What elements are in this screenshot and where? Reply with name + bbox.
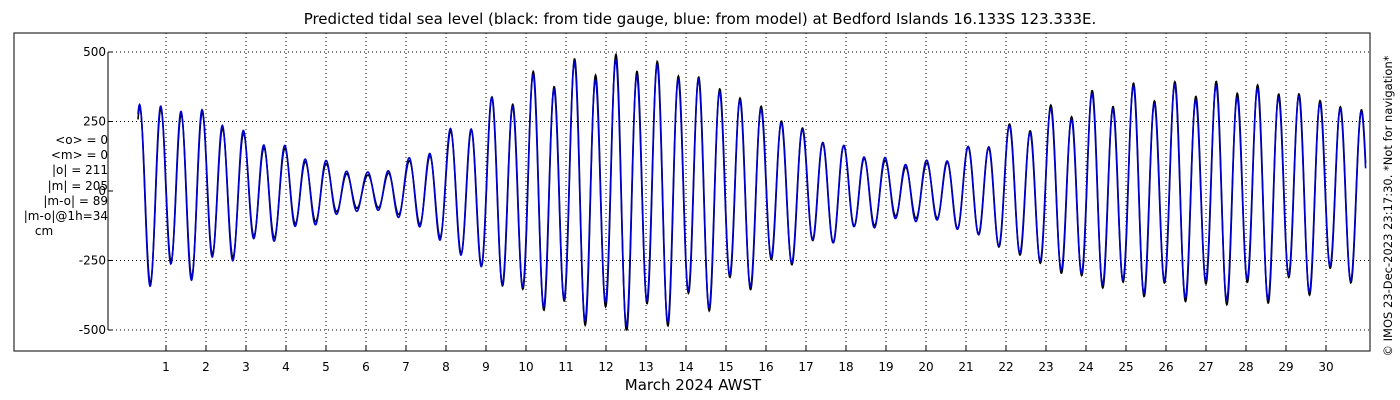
series-line-tide-gauge bbox=[137, 52, 1367, 331]
x-tick-label: 3 bbox=[242, 360, 250, 374]
x-tick-label: 12 bbox=[598, 360, 613, 374]
x-tick-label: 13 bbox=[638, 360, 653, 374]
x-tick-label: 25 bbox=[1118, 360, 1133, 374]
stat-abs-observed: |o| = 211 bbox=[51, 163, 108, 178]
plot-frame bbox=[13, 32, 1371, 352]
x-tick-label: 29 bbox=[1278, 360, 1293, 374]
x-axis-label: March 2024 AWST bbox=[625, 376, 762, 394]
x-axis: 1 2 3 4 5 6 7 8 9 10 11 12 13 14 15 16 17 18 19 20 21 22 23 24 2… bbox=[162, 346, 1334, 374]
x-tick-label: 26 bbox=[1158, 360, 1173, 374]
y-tick-label: -500 bbox=[79, 323, 106, 337]
y-axis: 500 250 0 -250 -500 bbox=[79, 45, 113, 337]
x-tick-label: 4 bbox=[282, 360, 290, 374]
x-tick-label: 7 bbox=[402, 360, 410, 374]
x-tick-label: 10 bbox=[518, 360, 533, 374]
x-tick-label: 18 bbox=[838, 360, 853, 374]
x-tick-label: 8 bbox=[442, 360, 450, 374]
x-tick-label: 15 bbox=[718, 360, 733, 374]
y-tick-label: 0 bbox=[98, 184, 106, 198]
y-tick-label: 250 bbox=[83, 115, 106, 129]
x-tick-label: 5 bbox=[322, 360, 330, 374]
x-tick-label: 27 bbox=[1198, 360, 1213, 374]
y-tick-label: 500 bbox=[83, 45, 106, 59]
x-tick-label: 17 bbox=[798, 360, 813, 374]
x-tick-label: 2 bbox=[202, 360, 210, 374]
stat-mean-observed: <o> = 0 bbox=[55, 133, 108, 147]
series-group bbox=[137, 52, 1367, 331]
series-line-model bbox=[137, 58, 1367, 328]
x-tick-label: 24 bbox=[1078, 360, 1093, 374]
x-tick-label: 23 bbox=[1038, 360, 1053, 374]
chart-title: Predicted tidal sea level (black: from t… bbox=[304, 10, 1097, 28]
x-tick-label: 14 bbox=[678, 360, 693, 374]
y-tick-label: -250 bbox=[79, 254, 106, 268]
stat-abs-model: |m| = 205 bbox=[47, 178, 108, 193]
x-tick-label: 6 bbox=[362, 360, 370, 374]
x-tick-label: 20 bbox=[918, 360, 933, 374]
x-tick-label: 1 bbox=[162, 360, 170, 374]
stat-unit: cm bbox=[34, 224, 54, 239]
x-tick-label: 22 bbox=[998, 360, 1013, 374]
x-tick-label: 9 bbox=[482, 360, 490, 374]
x-tick-label: 16 bbox=[758, 360, 773, 374]
stat-abs-diff: |m-o| = 89 bbox=[43, 193, 108, 208]
stat-mean-model: <m> = 0 bbox=[50, 148, 108, 163]
x-tick-label: 11 bbox=[558, 360, 573, 374]
credit-text: © IMOS 23-Dec-2023 23:17:30. *Not for na… bbox=[1381, 55, 1395, 356]
x-tick-label: 28 bbox=[1238, 360, 1253, 374]
x-tick-label: 19 bbox=[878, 360, 893, 374]
x-tick-label: 30 bbox=[1318, 360, 1333, 374]
x-tick-label: 21 bbox=[958, 360, 973, 374]
stat-abs-diff-1h: |m-o|@1h=34 bbox=[23, 209, 108, 224]
stats-panel: <o> = 0 <m> = 0 |o| = 211 |m| = 205 |m-o… bbox=[0, 133, 108, 239]
grid-lines bbox=[108, 33, 1370, 351]
